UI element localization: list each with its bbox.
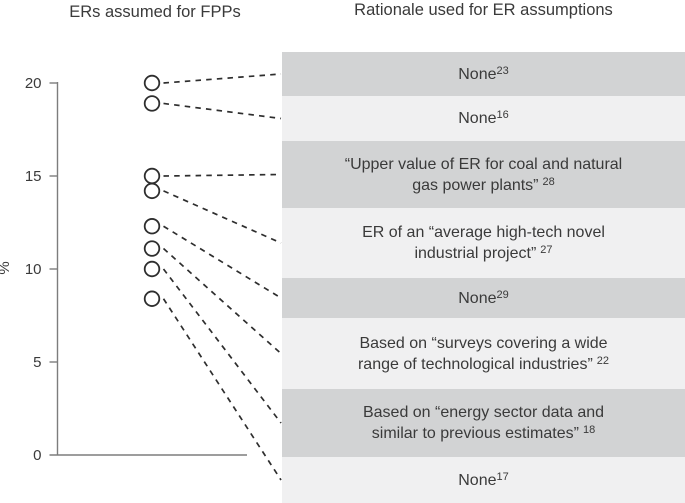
rationale-panel: None23 None16 “Upper value of ER for coa… <box>282 0 685 503</box>
connector-line <box>163 73 282 84</box>
connector-line <box>162 298 282 481</box>
rationale-text: None16 <box>458 109 509 127</box>
rationale-text: None17 <box>458 470 509 489</box>
rationale-text: None29 <box>458 288 509 307</box>
connector-line <box>162 247 282 355</box>
rationale-row: None17 <box>282 457 685 503</box>
connector-line <box>163 190 282 244</box>
y-tick-label: 20 <box>25 75 42 92</box>
er-data-point <box>143 95 161 112</box>
y-axis-label: % <box>0 261 13 274</box>
reference-superscript: 29 <box>496 288 509 301</box>
rationale-row: None29 <box>282 278 685 318</box>
reference-superscript: 17 <box>496 470 509 483</box>
connector-line <box>163 173 282 177</box>
rationale-row: None23 <box>282 52 685 96</box>
connector-line <box>163 102 282 120</box>
connector-line <box>163 225 282 299</box>
right-panel-title: Rationale used for ER assumptions <box>354 1 613 19</box>
er-data-point <box>143 290 161 307</box>
reference-superscript: 22 <box>596 354 610 367</box>
er-data-point <box>143 167 161 185</box>
rationale-text: Based on “surveys covering a wide range … <box>357 334 610 373</box>
rationale-text: “Upper value of ER for coal and natural … <box>344 155 623 194</box>
er-data-point <box>143 218 161 235</box>
reference-superscript: 23 <box>496 64 509 77</box>
y-tick-label: 15 <box>25 168 42 185</box>
rationale-text: Based on “energy sector data and similar… <box>362 404 605 442</box>
rationale-row: ER of an “average high-tech novel indust… <box>282 208 685 278</box>
er-data-point <box>143 240 161 257</box>
rationale-text: None23 <box>458 64 509 83</box>
reference-superscript: 16 <box>496 109 509 122</box>
rationale-row: Based on “surveys covering a wide range … <box>282 318 685 389</box>
reference-superscript: 28 <box>542 175 555 188</box>
er-data-point <box>143 182 161 200</box>
connector-line <box>162 268 282 424</box>
y-tick-label: 10 <box>25 261 42 278</box>
left-chart-title: ERs assumed for FPPs <box>69 3 241 21</box>
rationale-row: Based on “energy sector data and similar… <box>282 389 685 457</box>
reference-superscript: 27 <box>540 244 553 257</box>
y-tick-label: 5 <box>33 354 41 371</box>
er-data-point <box>143 74 161 92</box>
rationale-row: “Upper value of ER for coal and natural … <box>282 141 685 208</box>
rationale-row: None16 <box>282 96 685 141</box>
rationale-text: ER of an “average high-tech novel indust… <box>362 224 605 262</box>
reference-superscript: 18 <box>582 424 596 437</box>
er-data-point <box>143 260 161 278</box>
y-tick-label: 0 <box>33 447 41 464</box>
